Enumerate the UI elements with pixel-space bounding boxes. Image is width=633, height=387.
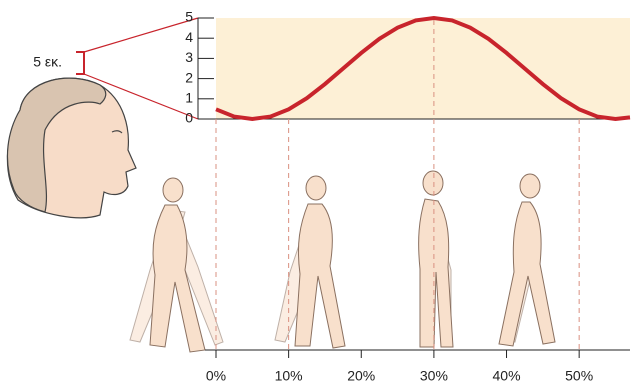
walking-figures <box>130 171 555 352</box>
x-tick-label: 30% <box>420 368 448 384</box>
x-tick-label: 40% <box>493 368 521 384</box>
x-tick-label: 50% <box>565 368 593 384</box>
y-tick-label: 1 <box>185 90 193 106</box>
annotation: 5 εκ. <box>33 54 62 70</box>
y-tick-label: 2 <box>185 69 193 85</box>
y-tick-label: 0 <box>185 110 193 126</box>
chart: 5 εκ. 0123450%10%20%30%40%50% <box>0 0 633 387</box>
y-tick-label: 3 <box>185 49 193 65</box>
x-tick-label: 20% <box>347 368 375 384</box>
x-tick-label: 10% <box>275 368 303 384</box>
head-illustration <box>7 78 136 218</box>
y-tick-label: 4 <box>185 29 193 45</box>
y-tick-label: 5 <box>185 9 193 25</box>
x-tick-label: 0% <box>206 368 226 384</box>
